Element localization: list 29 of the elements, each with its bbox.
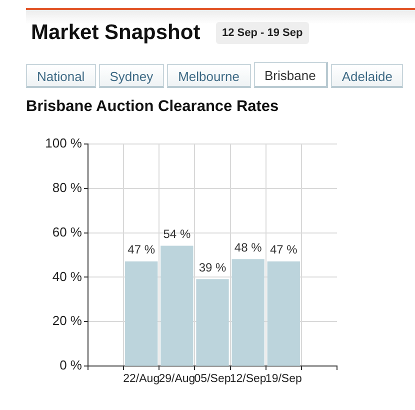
- chart-title: Brisbane Auction Clearance Rates: [26, 97, 279, 117]
- tab: Brisbane: [254, 62, 328, 88]
- x-tick-label: 19/Sep: [265, 373, 302, 386]
- data-label: 47 %: [128, 242, 156, 257]
- x-tick-label: 12/Sep: [230, 373, 266, 386]
- tab: Melbourne: [167, 64, 251, 88]
- x-tick-label: 29/Aug: [158, 373, 196, 386]
- data-label: 39 %: [198, 260, 226, 274]
- y-tick-label: 20 %: [52, 313, 82, 328]
- bar: [267, 261, 300, 366]
- y-tick-label: 60 %: [52, 224, 82, 240]
- data-label: 54 %: [163, 227, 191, 242]
- bar: [232, 259, 264, 366]
- x-tick-label: 05/Sep: [194, 373, 231, 386]
- bar: [125, 261, 158, 366]
- bar: [160, 246, 194, 366]
- tab: National: [26, 64, 96, 88]
- y-tick-label: 40 %: [52, 268, 82, 284]
- y-tick-label: 0 %: [60, 358, 82, 373]
- tab: Sydney: [98, 64, 164, 88]
- date-badge: 12 Sep - 19 Sep: [216, 22, 309, 44]
- x-tick-label: 22/Aug: [123, 373, 160, 386]
- tab: Adelaide: [330, 64, 404, 88]
- y-tick-label: 80 %: [52, 180, 82, 195]
- data-label: 48 %: [234, 240, 262, 254]
- data-label: 47 %: [270, 242, 298, 257]
- y-tick-label: 100 %: [45, 136, 82, 151]
- text: Market Snapshot: [31, 20, 200, 46]
- bar: [196, 279, 229, 366]
